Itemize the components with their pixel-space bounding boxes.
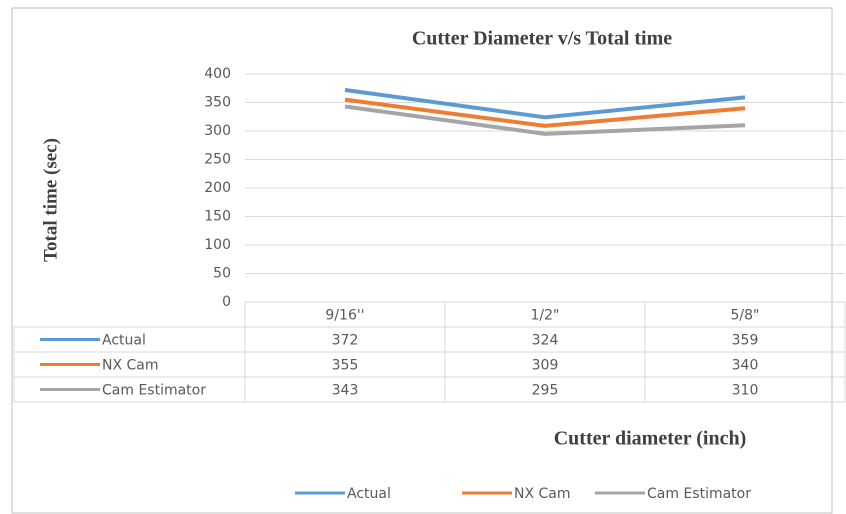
y-tick-label: 100 bbox=[204, 237, 231, 253]
table-value: 295 bbox=[532, 383, 559, 399]
series-line bbox=[344, 97, 746, 128]
series-line bbox=[344, 87, 746, 120]
y-tick-label: 150 bbox=[204, 209, 231, 225]
table-row-label: Cam Estimator bbox=[102, 383, 206, 399]
legend-label: NX Cam bbox=[514, 486, 571, 502]
x-tick-label: 5/8" bbox=[731, 308, 760, 324]
legend-label: Cam Estimator bbox=[647, 486, 751, 502]
table-value: 310 bbox=[732, 383, 759, 399]
table-row-label: Actual bbox=[102, 333, 146, 349]
y-tick-label: 200 bbox=[204, 180, 231, 196]
x-tick-label: 9/16'' bbox=[325, 308, 364, 324]
table-value: 309 bbox=[532, 358, 559, 374]
table-cell bbox=[644, 376, 846, 403]
y-axis-label: Total time (sec) bbox=[40, 138, 61, 262]
x-tick-label: 1/2" bbox=[531, 308, 560, 324]
table-value: 340 bbox=[732, 358, 759, 374]
x-axis-label: Cutter diameter (inch) bbox=[554, 428, 747, 450]
table-value: 355 bbox=[332, 358, 359, 374]
y-tick-label: 400 bbox=[204, 66, 231, 82]
series-line bbox=[344, 104, 746, 136]
table-value: 372 bbox=[332, 333, 359, 349]
legend-label: Actual bbox=[347, 486, 391, 502]
y-tick-label: 0 bbox=[222, 294, 231, 310]
table-value: 324 bbox=[532, 333, 559, 349]
y-tick-label: 300 bbox=[204, 123, 231, 139]
chart-frame bbox=[11, 7, 833, 514]
y-tick-label: 50 bbox=[213, 266, 231, 282]
table-row-label: NX Cam bbox=[102, 358, 159, 374]
chart-title: Cutter Diameter v/s Total time bbox=[412, 28, 672, 50]
table-value: 359 bbox=[732, 333, 759, 349]
table-value: 343 bbox=[332, 383, 359, 399]
y-tick-label: 250 bbox=[204, 152, 231, 168]
y-tick-label: 350 bbox=[204, 95, 231, 111]
